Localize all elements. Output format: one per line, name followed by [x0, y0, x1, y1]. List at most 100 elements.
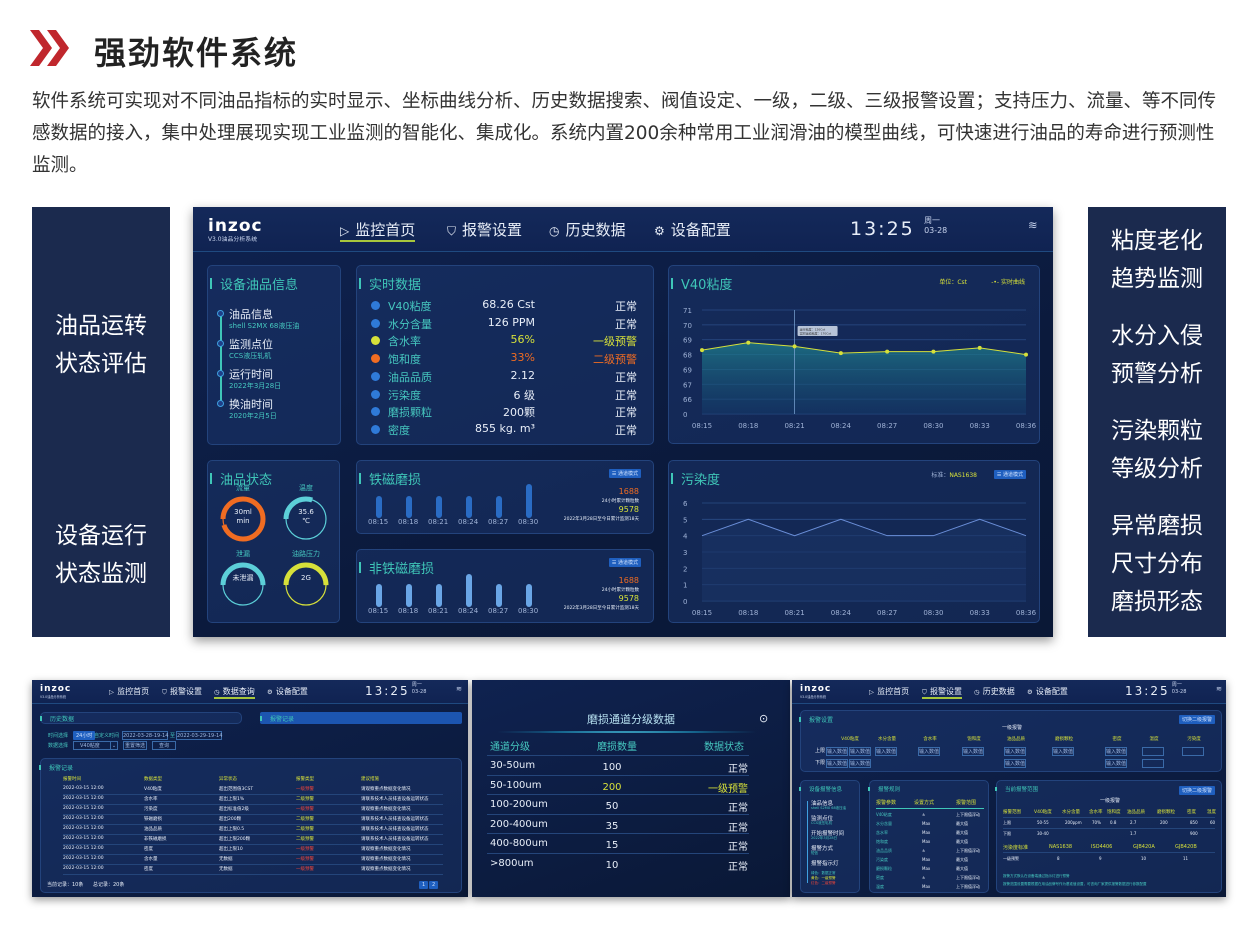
x-tick-label: 08:27 — [877, 609, 897, 617]
gauge-ring — [283, 496, 329, 542]
table-cell: 2022-03-15 12:00 — [63, 816, 104, 821]
reset-button[interactable]: 重置筛选 — [123, 741, 147, 750]
metric-status: 正常 — [615, 388, 637, 402]
v40-viscosity-chart: V40粘度 71 70 69 68 69 67 66 0 08:15 08:18 08:21 08:24… — [668, 265, 1040, 444]
range-cell: 50-55 — [1037, 820, 1049, 825]
x-tick-label: 08:15 — [692, 422, 712, 430]
chevron-down-icon[interactable]: ⌄ — [110, 741, 118, 750]
info-value: CCS液压轧机 — [811, 821, 833, 825]
nav-play-circle[interactable]: ▷ 监控首页 — [340, 219, 416, 242]
status-dot — [371, 389, 380, 399]
threshold-input[interactable]: 输入数值 — [1004, 747, 1026, 756]
data-status: 正常 — [728, 842, 748, 854]
channel-mode-button[interactable]: ☰ 通道模式 — [608, 469, 641, 478]
from-date-input[interactable]: 2022-03-28-19-14 — [122, 731, 169, 740]
threshold-input[interactable]: 输入数值 — [1105, 759, 1127, 768]
threshold-input[interactable] — [1142, 747, 1164, 756]
query-button[interactable]: 查询 — [152, 741, 176, 750]
feature-text: 污染颗粒 — [1111, 418, 1203, 444]
y-tick-label: 2 — [683, 565, 687, 573]
table-cell: 超出上限1% — [219, 797, 245, 802]
version-label: V3.0油品分析系统 — [800, 695, 826, 699]
nav-shield[interactable]: ⛉ 报警设置 — [922, 686, 962, 699]
row-divider — [1003, 852, 1215, 853]
nav-gear[interactable]: ⚙ 设备配置 — [654, 219, 731, 240]
threshold-input[interactable]: 输入数值 — [826, 747, 848, 756]
switch-level-button[interactable]: 切换二级报警 — [1178, 715, 1215, 724]
channel-mode-button[interactable]: ☰ 通道模式 — [608, 558, 641, 567]
status-dot — [371, 424, 380, 434]
feature-text: 预警分析 — [1111, 361, 1203, 387]
column-header: 饱和度 — [1107, 810, 1121, 815]
table-cell: 密度 — [144, 867, 153, 872]
gauge-label: 油路压力 — [292, 550, 320, 558]
table-cell: 二级预警 — [296, 837, 314, 842]
threshold-input[interactable]: 输入数值 — [849, 747, 871, 756]
nav-play-circle[interactable]: ▷ 监控首页 — [869, 686, 909, 697]
param-header: 污染度 — [1187, 737, 1201, 742]
threshold-input[interactable]: 输入数值 — [962, 747, 984, 756]
rule-cell: 上下限值浮动 — [956, 884, 980, 889]
threshold-input[interactable]: 输入数值 — [826, 759, 848, 768]
y-tick-label: 69 — [683, 366, 692, 374]
panel-title: 报警设置 — [798, 716, 834, 724]
nav-gear[interactable]: ⚙ 设备配置 — [267, 686, 308, 697]
gauge-ring — [220, 562, 266, 608]
std-cell: 8 — [1057, 856, 1060, 861]
threshold-input[interactable]: 输入数值 — [849, 759, 871, 768]
threshold-input[interactable]: 输入数值 — [875, 747, 897, 756]
y-tick-label: 66 — [683, 396, 692, 404]
page-button[interactable]: 1 — [419, 881, 429, 889]
alarm-rules-panel: 报警规则 报警参数 设置方式 报警范围 V40粘度 ± 上下限值浮动 水分含量 Max 最大值 含水… — [867, 780, 989, 893]
24h-button[interactable]: 24小时 — [73, 731, 96, 740]
row-divider — [487, 813, 749, 815]
std-cell: 10 — [1141, 856, 1147, 861]
table-cell: 超出标准值2级 — [219, 807, 249, 812]
threshold-input[interactable] — [1142, 759, 1164, 768]
rule-cell: 最大值 — [956, 830, 968, 835]
data-point — [838, 351, 843, 356]
nav-label: 设备配置 — [670, 221, 731, 239]
table-cell: 2022-03-15 12:00 — [63, 826, 104, 831]
rule-cell: 磨损颗粒 — [876, 866, 892, 871]
clock-time: 13:25 — [1125, 684, 1170, 698]
table-cell: 一级预警 — [296, 857, 314, 862]
info-label: 开始报警时间 — [811, 831, 845, 837]
metric-value: 56% — [510, 333, 535, 347]
table-cell: 污染度 — [144, 807, 158, 812]
table-cell: 二级预警 — [296, 817, 314, 822]
gauge-label: 温度 — [299, 484, 313, 492]
nav-gear[interactable]: ⚙ 设备配置 — [1027, 686, 1068, 697]
nav-shield[interactable]: ⛉ 报警设置 — [447, 219, 522, 240]
info-label: 报警指示灯 — [811, 861, 839, 867]
page-button[interactable]: 2 — [429, 881, 439, 889]
y-tick-label: 3 — [683, 549, 687, 557]
nav-clock[interactable]: ◷ 历史数据 — [974, 686, 1015, 697]
nav-play-circle[interactable]: ▷ 监控首页 — [109, 686, 149, 697]
threshold-input[interactable]: 输入数值 — [1004, 759, 1026, 768]
channel-mode-button[interactable]: ☰ 通道模式 — [993, 470, 1026, 479]
switch-level-button[interactable]: 切换二级报警 — [1178, 786, 1215, 795]
nav-shield[interactable]: ⛉ 报警设置 — [162, 686, 202, 697]
count-primary: 1688 — [618, 576, 639, 585]
range-cell: 200ppm — [1065, 820, 1082, 825]
param-header: 油品品质 — [1007, 737, 1025, 742]
next-arrow-icon[interactable]: ⊙ — [759, 712, 769, 725]
threshold-input[interactable]: 输入数值 — [1052, 747, 1074, 756]
table-cell: 2022-03-15 12:00 — [63, 856, 104, 861]
threshold-input[interactable] — [1182, 747, 1204, 756]
threshold-input[interactable]: 输入数值 — [918, 747, 940, 756]
rule-cell: 最大值 — [956, 839, 968, 844]
data-point — [977, 345, 982, 350]
param-header: 温度 — [1149, 737, 1159, 742]
feature-text: 等级分析 — [1111, 456, 1203, 482]
data-point — [931, 349, 936, 354]
nav-clock[interactable]: ◷ 历史数据 — [549, 219, 626, 240]
alarm-record-tab[interactable] — [260, 712, 462, 724]
app-header: inzoc V3.0油品分析系统 ▷ 监控首页 ⛉ 报警设置 ◷ 历史数据 ⚙ 设备配置 13:25… — [792, 680, 1226, 704]
to-date-input[interactable]: 2022-03-29-19-14 — [176, 731, 223, 740]
nav-clock[interactable]: ◷ 数据查询 — [214, 686, 255, 699]
info-label: 监测点位 — [811, 816, 834, 822]
range-cell: 200 — [1160, 820, 1168, 825]
threshold-input[interactable]: 输入数值 — [1105, 747, 1127, 756]
